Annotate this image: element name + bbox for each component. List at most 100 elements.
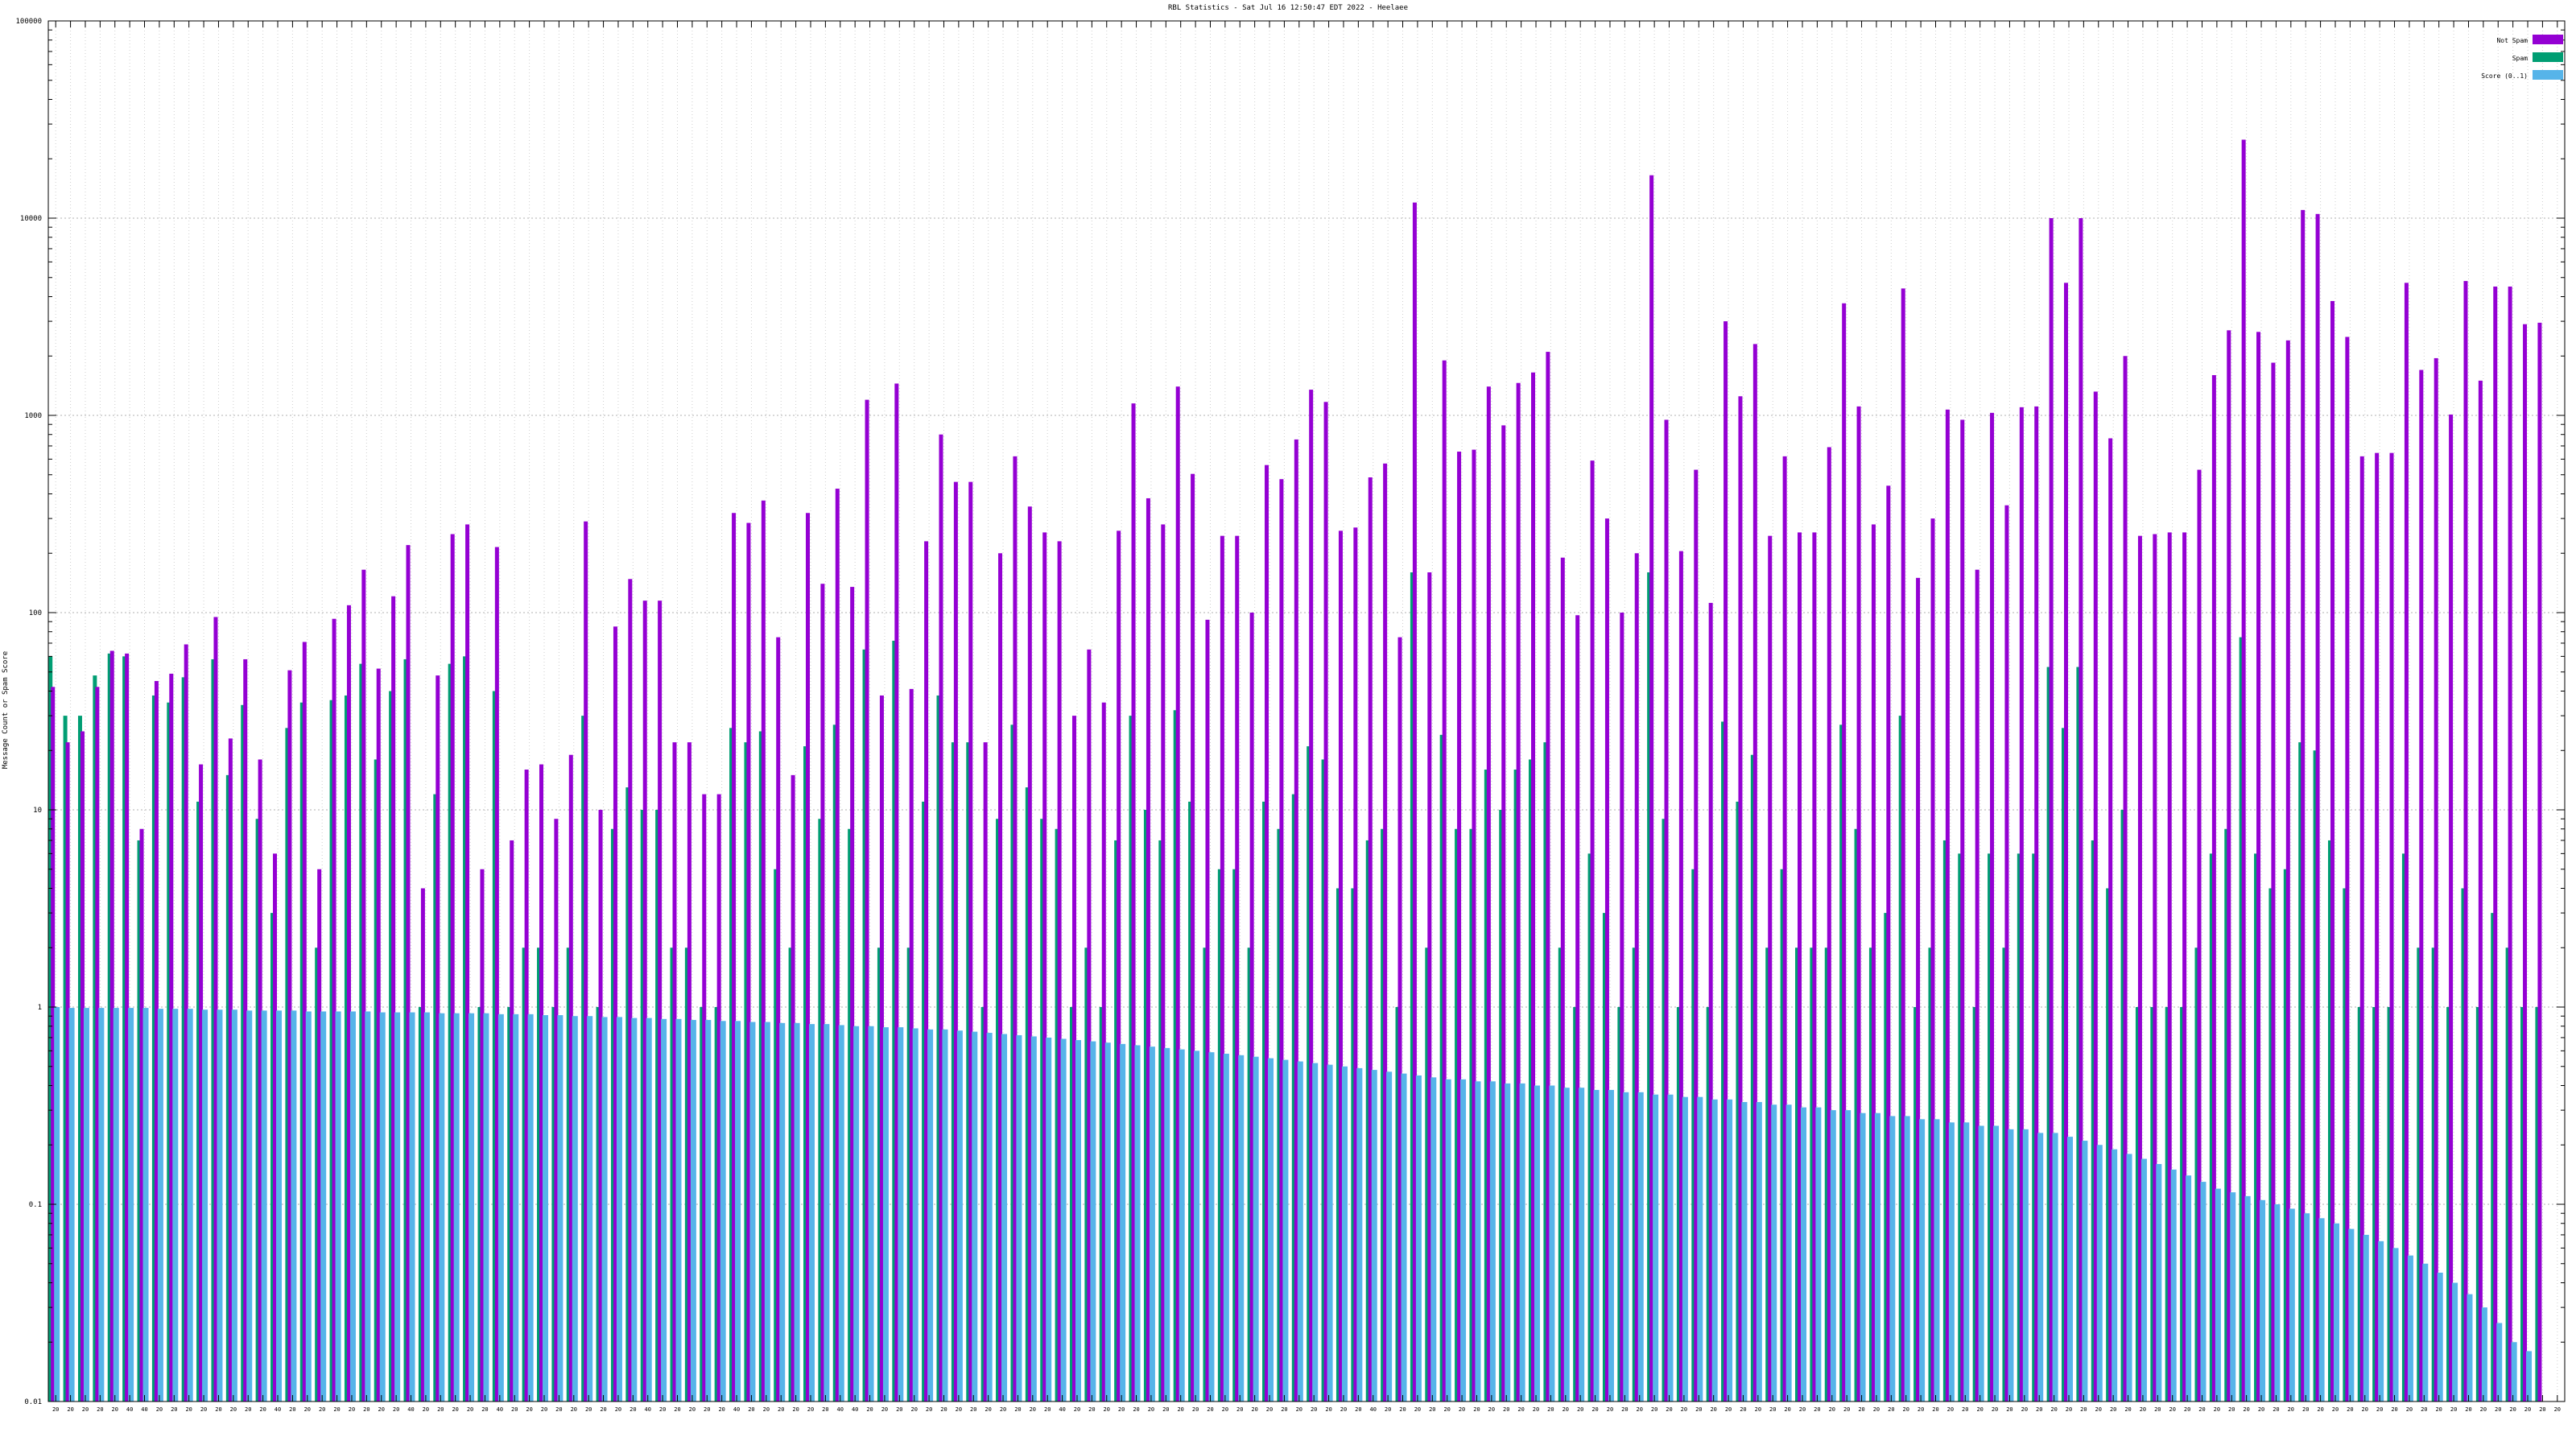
bar-score: [1579, 1088, 1585, 1402]
bar-not-spam: [1738, 396, 1743, 1402]
bar-spam: [2239, 637, 2244, 1402]
x-tick-label: 20: [393, 1406, 399, 1413]
x-tick-label: 20: [659, 1406, 666, 1413]
x-tick-label: 20: [1888, 1406, 1894, 1413]
bar-score: [1534, 1085, 1541, 1402]
x-tick-label: 20: [319, 1406, 325, 1413]
bar-score: [1505, 1083, 1511, 1402]
bar-spam: [2491, 913, 2496, 1402]
bar-not-spam: [642, 601, 647, 1402]
bar-spam: [1232, 869, 1237, 1402]
bar-not-spam: [1798, 532, 1802, 1402]
bar-not-spam: [1101, 702, 1106, 1402]
bar-score: [2200, 1182, 2207, 1402]
bar-not-spam: [184, 644, 188, 1402]
bar-not-spam: [1338, 530, 1343, 1402]
bar-not-spam: [510, 840, 514, 1402]
bar-not-spam: [2523, 324, 2528, 1402]
x-tick-label: 20: [970, 1406, 976, 1413]
bar-spam: [1247, 947, 1252, 1402]
bar-spam: [980, 1007, 985, 1402]
bar-score: [1001, 1034, 1008, 1402]
bar-score: [1667, 1094, 1674, 1402]
bar-spam: [2091, 840, 2095, 1402]
bar-not-spam: [1175, 386, 1180, 1402]
bar-not-spam: [584, 521, 588, 1402]
bar-score: [1874, 1113, 1880, 1402]
x-tick-label: 20: [763, 1406, 770, 1413]
bar-not-spam: [80, 731, 85, 1402]
legend-label: Not Spam: [2496, 37, 2528, 44]
bar-spam: [1632, 947, 1637, 1402]
bar-not-spam: [2079, 218, 2083, 1402]
x-tick-label: 20: [1740, 1406, 1746, 1413]
x-tick-label: 20: [2124, 1406, 2131, 1413]
bar-score: [2422, 1263, 2429, 1402]
bar-score: [1149, 1046, 1155, 1402]
bar-spam: [818, 819, 823, 1402]
bar-score: [986, 1033, 993, 1402]
x-tick-label: 40: [645, 1406, 651, 1413]
bar-not-spam: [1412, 202, 1417, 1402]
bar-not-spam: [1960, 419, 1965, 1402]
bar-spam: [2032, 853, 2037, 1402]
x-tick-label: 20: [452, 1406, 458, 1413]
bar-spam: [374, 759, 378, 1402]
bar-score: [187, 1009, 193, 1402]
bar-not-spam: [2449, 414, 2454, 1402]
x-tick-label: 20: [1429, 1406, 1435, 1413]
bar-spam: [2180, 1007, 2185, 1402]
bar-score: [1623, 1092, 1629, 1402]
x-tick-label: 20: [541, 1406, 547, 1413]
x-tick-label: 20: [1903, 1406, 1909, 1413]
bar-not-spam: [65, 742, 70, 1402]
x-tick-label: 20: [1710, 1406, 1716, 1413]
bar-spam: [1529, 759, 1534, 1402]
bar-score: [2156, 1163, 2162, 1402]
bar-spam: [1040, 819, 1045, 1402]
bar-score: [276, 1010, 283, 1402]
bar-score: [1682, 1096, 1688, 1402]
x-tick-label: 20: [304, 1406, 311, 1413]
bar-not-spam: [213, 617, 218, 1402]
bar-spam: [1958, 853, 1963, 1402]
x-tick-label: 20: [2465, 1406, 2471, 1413]
x-tick-label: 20: [1251, 1406, 1257, 1413]
bar-spam: [1543, 742, 1548, 1402]
x-tick-label: 20: [2154, 1406, 2161, 1413]
x-tick-label: 20: [230, 1406, 237, 1413]
x-tick-label: 20: [97, 1406, 103, 1413]
x-tick-label: 20: [940, 1406, 947, 1413]
bar-not-spam: [1442, 360, 1447, 1402]
x-tick-label: 20: [259, 1406, 266, 1413]
x-tick-label: 20: [1962, 1406, 1968, 1413]
x-tick-label: 20: [2509, 1406, 2516, 1413]
bar-not-spam: [805, 513, 810, 1402]
bar-spam: [1173, 710, 1178, 1402]
x-tick-label: 20: [1236, 1406, 1243, 1413]
bar-spam: [122, 656, 127, 1402]
x-tick-label: 20: [215, 1406, 221, 1413]
bar-not-spam: [1383, 463, 1388, 1402]
bar-not-spam: [2508, 286, 2512, 1402]
bar-score: [1134, 1045, 1141, 1402]
bar-not-spam: [2063, 283, 2068, 1402]
bar-spam: [1129, 716, 1133, 1402]
bar-score: [808, 1024, 815, 1402]
bar-score: [1223, 1053, 1229, 1402]
bar-score: [2126, 1154, 2132, 1402]
bar-spam: [2313, 750, 2318, 1402]
bar-spam: [1780, 869, 1785, 1402]
bar-spam: [1114, 840, 1119, 1402]
bar-score: [794, 1022, 800, 1402]
bar-score: [838, 1025, 844, 1402]
bar-spam: [299, 702, 304, 1402]
bar-score: [1268, 1058, 1274, 1402]
bar-spam: [758, 731, 763, 1402]
bar-spam: [2357, 1007, 2362, 1402]
bar-not-spam: [1117, 530, 1121, 1402]
bar-score: [172, 1009, 179, 1402]
x-tick-label: 20: [985, 1406, 991, 1413]
bar-score: [601, 1017, 608, 1402]
bar-not-spam: [2359, 456, 2364, 1402]
